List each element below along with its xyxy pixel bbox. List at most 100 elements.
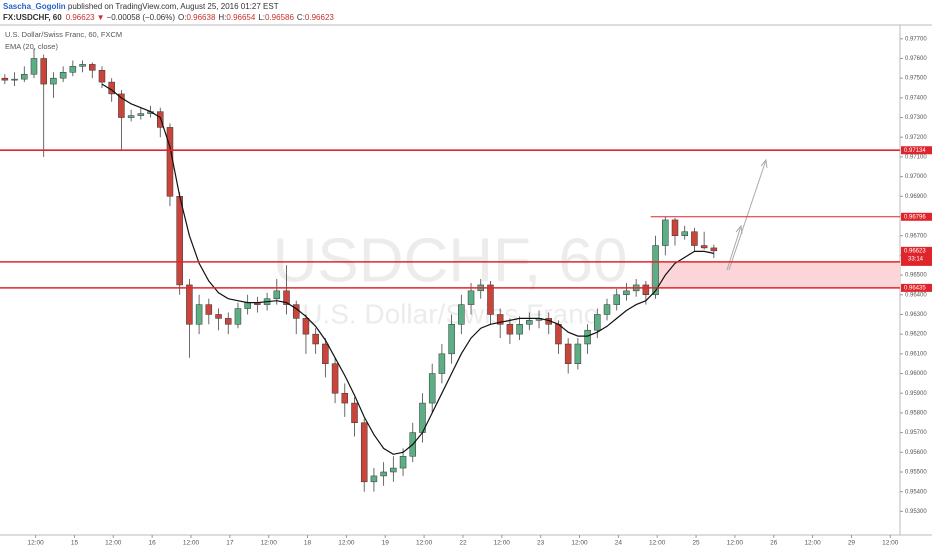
y-tick-label: 0.95500 [905,470,927,476]
y-tick-label: 0.97000 [905,174,927,180]
candle-body [603,304,611,315]
quote-line: FX:USDCHF, 60 0.96623 ▼ −0.00058 (−0.06%) O:… [3,13,334,22]
publish-line: Sascha_Gogolin published on TradingView.… [3,2,279,11]
candle-body [79,64,86,67]
x-tick-label: 12:00 [882,540,899,547]
x-tick-label: 19 [382,540,390,547]
level-label: 0.97134 [904,148,926,154]
y-tick-label: 0.97300 [905,115,927,121]
level-label: 0.96435 [904,285,926,291]
author[interactable]: Sascha_Gogolin [3,2,66,11]
candle-body [30,58,38,75]
candle-body [176,196,183,286]
candle-body [98,70,106,83]
candle-body [127,115,135,118]
y-tick-label: 0.97600 [905,56,927,62]
last: 0.96623 [66,13,95,22]
candle-body [166,127,174,197]
candle-body [496,314,504,325]
change: −0.00058 (−0.06%) [107,13,176,22]
y-tick-label: 0.96000 [905,371,927,377]
level-tag [901,212,932,221]
legend-ema: EMA (20, close) [5,42,58,51]
candle-body [195,304,203,325]
candle-body [399,455,407,469]
candle-body [137,113,145,116]
candle-body [642,284,650,296]
o-label: O: [178,13,186,22]
candle-body [584,329,591,345]
candle-body [428,373,436,404]
level-label: 0.96796 [904,214,926,220]
candle-body [613,294,620,305]
candle-body [186,284,193,325]
candle-body [205,304,213,315]
candle-body [564,343,572,364]
candle-body [671,219,679,236]
candle-body [21,73,28,80]
y-tick-label: 0.96200 [905,332,927,338]
countdown: 33:14 [908,256,924,262]
candle-body [360,422,368,483]
l: 0.96586 [265,13,294,22]
y-tick-label: 0.95800 [905,410,927,416]
candle-body [1,77,9,81]
x-tick-label: 12:00 [338,540,355,547]
legend-title: U.S. Dollar/Swiss Franc, 60, FXCM [5,30,122,39]
x-tick-label: 12:00 [105,540,122,547]
x-tick-label: 12:00 [649,540,666,547]
watermark: USDCHF, 60 [273,226,628,295]
candle-body [555,324,562,345]
c: 0.96623 [305,13,334,22]
candle-body [710,247,718,252]
arrow-long-head [760,158,768,169]
x-tick-label: 16 [149,540,157,547]
candle-body [69,66,77,73]
plot [1,48,900,492]
c-label: C: [297,13,305,22]
y-tick-label: 0.96900 [905,194,927,200]
x-tick-label: 15 [71,540,79,547]
y-tick-label: 0.95300 [905,509,927,515]
level-tag [901,283,932,292]
candle-body [341,392,349,404]
x-tick-label: 23 [537,540,545,547]
y-tick-label: 0.96400 [905,292,927,298]
y-tick-label: 0.97200 [905,135,927,141]
candle-body [312,333,319,345]
candle-body [224,318,232,325]
y-tick-label: 0.95600 [905,450,927,456]
candle-body [487,284,494,315]
y-tick-label: 0.97700 [905,36,927,42]
x-tick-label: 26 [770,540,778,547]
candle-body [691,231,698,246]
x-tick-label: 24 [615,540,623,547]
y-tick-label: 0.95700 [905,430,927,436]
x-tick-label: 18 [304,540,312,547]
candle-body [283,290,290,305]
candle-body [652,245,659,296]
published: published on TradingView.com, August 25,… [66,2,279,11]
y-tick-label: 0.95900 [905,391,927,397]
y-tick-label: 0.97100 [905,155,927,161]
candle-body [467,290,475,305]
candle-body [118,93,125,118]
support-zone [650,261,900,288]
y-tick-label: 0.96500 [905,273,927,279]
candle-body [351,402,358,424]
arrow-short-head [735,224,743,235]
x-tick-label: 12:00 [183,540,200,547]
l-label: L: [258,13,265,22]
ema-line [101,83,714,455]
candle-body [380,471,387,477]
candle-body [623,290,630,296]
x-tick-label: 12:00 [27,540,44,547]
candle-body [40,58,47,85]
candle-body [370,475,378,483]
candle-body [59,72,67,79]
arrow: ▼ [97,13,105,22]
y-tick-label: 0.95400 [905,489,927,495]
x-tick-label: 17 [226,540,234,547]
y-tick-label: 0.96100 [905,351,927,357]
